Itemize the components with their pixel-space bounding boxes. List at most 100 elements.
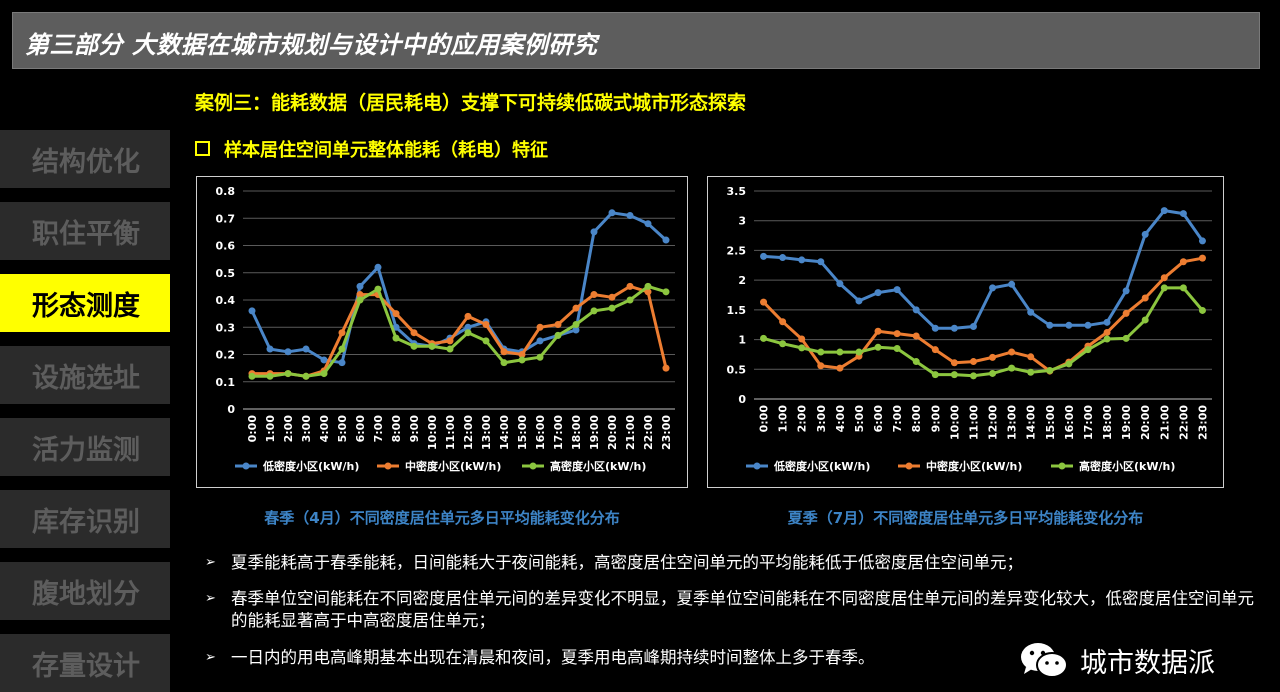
x-tick-label: 23:00	[1196, 405, 1209, 440]
data-point	[817, 362, 825, 370]
data-point	[969, 322, 977, 330]
sidebar-item-vitality[interactable]: 活力监测	[0, 418, 170, 476]
data-point	[626, 282, 634, 290]
x-tick-label: 3:00	[815, 405, 828, 433]
data-point	[1160, 284, 1168, 292]
data-point	[644, 282, 652, 290]
data-point	[798, 256, 806, 264]
x-tick-label: 21:00	[624, 415, 637, 450]
sidebar-item-stock-design[interactable]: 存量设计	[0, 634, 170, 692]
sidebar-item-morphology[interactable]: 形态测度	[0, 274, 170, 332]
y-tick-label: 0.6	[216, 240, 236, 253]
data-point	[1046, 366, 1054, 374]
sidebar-item-hinterland[interactable]: 腹地划分	[0, 562, 170, 620]
legend-marker	[384, 462, 392, 470]
data-point	[1122, 309, 1130, 317]
y-tick-label: 2	[738, 274, 746, 287]
x-tick-label: 0:00	[758, 405, 771, 433]
data-point	[1008, 280, 1016, 288]
sidebar-item-structure[interactable]: 结构优化	[0, 130, 170, 188]
data-point	[760, 334, 768, 342]
x-tick-label: 11:00	[967, 405, 980, 440]
data-point	[1179, 210, 1187, 218]
data-point	[950, 371, 958, 379]
data-point	[464, 323, 472, 331]
data-point	[1103, 328, 1111, 336]
data-point	[590, 291, 598, 299]
x-tick-label: 17:00	[1082, 405, 1095, 440]
data-point	[266, 372, 274, 380]
data-point	[644, 288, 652, 296]
sidebar-item-facility-siting[interactable]: 设施选址	[0, 346, 170, 404]
data-point	[874, 327, 882, 335]
data-point	[320, 370, 328, 378]
x-tick-label: 12:00	[462, 415, 475, 450]
data-point	[608, 209, 616, 217]
summer-chart-svg: 0 0.5 1 1.5 2 2.5 3 3.5 0:00 1:00 2:00 3:00 4:00 5:00…	[727, 185, 1212, 473]
x-tick-label: 22:00	[1177, 405, 1190, 440]
sidebar-item-jobs-housing[interactable]: 职住平衡	[0, 202, 170, 260]
sidebar-item-inventory[interactable]: 库存识别	[0, 490, 170, 548]
checkbox-square-icon	[195, 141, 210, 156]
x-tick-label: 20:00	[1139, 405, 1152, 440]
data-point	[284, 348, 292, 356]
data-point	[410, 342, 418, 350]
data-point	[626, 296, 634, 304]
data-point	[836, 280, 844, 288]
data-point	[1103, 335, 1111, 343]
data-point	[572, 321, 580, 329]
series-line	[762, 256, 1203, 373]
data-point	[931, 346, 939, 354]
x-tick-label: 21:00	[1158, 405, 1171, 440]
data-point	[1141, 294, 1149, 302]
data-point	[536, 337, 544, 345]
data-point	[284, 370, 292, 378]
data-point	[662, 364, 670, 372]
data-point	[464, 312, 472, 320]
data-point	[1179, 284, 1187, 292]
x-tick-label: 23:00	[660, 415, 673, 450]
data-point	[536, 353, 544, 361]
data-point	[1027, 308, 1035, 316]
data-point	[338, 345, 346, 353]
x-tick-label: 7:00	[372, 415, 385, 443]
data-point	[855, 297, 863, 305]
data-point	[969, 358, 977, 366]
data-point	[798, 344, 806, 352]
data-point	[817, 348, 825, 356]
y-tick-label: 0	[227, 403, 235, 416]
x-tick-label: 1:00	[264, 415, 277, 443]
data-point	[356, 291, 364, 299]
data-point	[1065, 360, 1073, 368]
data-point	[893, 286, 901, 294]
y-tick-label: 0.8	[216, 185, 236, 198]
spring-chart: 0 0.1 0.2 0.3 0.4 0.5 0.6 0.7 0.8 0:00 1:00 2:00 3:0…	[196, 176, 688, 488]
legend-label: 中密度小区(kW/h)	[405, 459, 501, 473]
section-title: 样本居住空间单元整体能耗（耗电）特征	[195, 136, 548, 162]
x-tick-label: 2:00	[796, 405, 809, 433]
y-tick-label: 3	[738, 215, 746, 228]
y-tick-label: 1	[738, 334, 746, 347]
data-point	[302, 345, 310, 353]
list-item: ➢ 一日内的用电高峰期基本出现在清晨和夜间，夏季用电高峰期持续时间整体上多于春季…	[205, 648, 875, 667]
data-point	[554, 321, 562, 329]
data-point	[500, 348, 508, 356]
x-tick-label: 13:00	[480, 415, 493, 450]
watermark-text: 城市数据派	[1080, 647, 1215, 679]
section-title-text: 样本居住空间单元整体能耗（耗电）特征	[224, 140, 548, 161]
x-tick-label: 9:00	[929, 405, 942, 433]
legend-marker	[753, 462, 761, 470]
x-tick-label: 0:00	[246, 415, 259, 443]
data-point	[266, 345, 274, 353]
data-point	[989, 369, 997, 377]
x-tick-label: 7:00	[891, 405, 904, 433]
data-point	[893, 344, 901, 352]
data-point	[518, 356, 526, 364]
data-point	[554, 331, 562, 339]
x-tick-label: 14:00	[498, 415, 511, 450]
y-tick-label: 0.4	[216, 294, 236, 307]
x-tick-label: 4:00	[834, 405, 847, 433]
data-point	[1198, 306, 1206, 314]
y-tick-label: 1.5	[727, 304, 747, 317]
x-tick-label: 19:00	[588, 415, 601, 450]
